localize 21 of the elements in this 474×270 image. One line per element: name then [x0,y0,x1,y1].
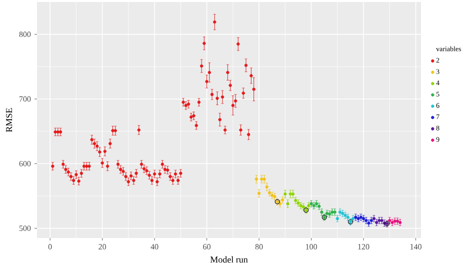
x-tick-label: 140 [410,244,422,250]
point [262,178,266,181]
x-tick-label: 0 [48,244,52,250]
x-axis-title: Model run [210,256,248,263]
point [260,178,264,181]
y-tick-label: 700 [20,96,31,102]
point [257,192,261,195]
y-axis-title: RMSE [6,108,12,132]
x-tick-label: 80 [255,244,263,250]
point [284,192,287,196]
x-tick-label: 60 [203,244,210,250]
point [254,178,258,181]
x-tick-label: 20 [98,244,106,250]
x-tick-label: 40 [150,244,158,250]
y-tick-label: 800 [19,32,31,38]
x-tick-label: 100 [306,244,317,250]
y-tick-label: 600 [19,160,31,166]
point [288,192,292,196]
point [286,202,290,206]
x-tick-label: 120 [358,244,370,250]
y-tick-label: 500 [19,226,31,231]
